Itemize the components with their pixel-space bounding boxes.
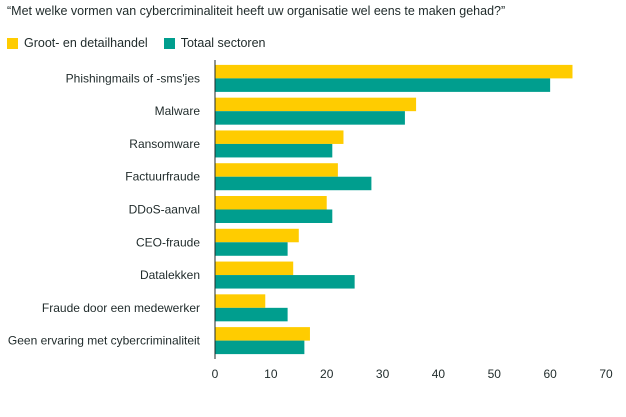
legend: Groot- en detailhandel Totaal sectoren	[7, 36, 265, 50]
category-label: Phishingmails of -sms'jes	[66, 71, 200, 85]
x-tick-label: 20	[320, 367, 334, 381]
chart-title: “Met welke vormen van cybercriminaliteit…	[7, 4, 506, 18]
bar-1-3	[215, 130, 344, 144]
legend-label-series-1: Groot- en detailhandel	[24, 36, 148, 50]
category-label: DDoS-aanval	[129, 203, 200, 217]
legend-swatch-series-2	[163, 37, 175, 49]
bar-1-7	[215, 261, 294, 276]
bar-2-8	[215, 307, 288, 322]
legend-item-series-2: Totaal sectoren	[163, 36, 266, 50]
x-tick-label: 50	[488, 367, 502, 381]
bar-1-8	[215, 294, 266, 308]
bar-2-2	[215, 111, 405, 125]
bar-2-1	[215, 78, 551, 92]
bar-1-5	[215, 196, 327, 210]
bar-1-1	[215, 64, 573, 79]
category-label: CEO-fraude	[136, 235, 200, 249]
bar-2-3	[215, 143, 333, 158]
category-label: Ransomware	[129, 137, 200, 151]
bar-2-5	[215, 209, 333, 223]
x-tick-label: 10	[264, 367, 278, 381]
category-label: Fraude door een medewerker	[42, 301, 200, 315]
x-tick-label: 0	[212, 367, 219, 381]
bar-1-4	[215, 163, 338, 177]
legend-swatch-series-1	[7, 37, 18, 49]
x-tick-label: 40	[432, 367, 446, 381]
bar-2-9	[215, 340, 305, 355]
category-label: Geen ervaring met cybercriminaliteit	[8, 334, 201, 348]
bar-1-6	[215, 228, 299, 243]
category-label: Malware	[155, 104, 201, 118]
category-label: Datalekken	[140, 268, 200, 282]
legend-item-series-1: Groot- en detailhandel	[7, 36, 148, 50]
x-tick-label: 70	[599, 367, 613, 381]
bar-1-2	[215, 97, 417, 112]
bar-2-6	[215, 242, 288, 256]
x-tick-label: 60	[543, 367, 557, 381]
bar-1-9	[215, 327, 310, 341]
category-label: Factuurfraude	[125, 170, 200, 184]
bar-2-7	[215, 275, 355, 289]
bar-2-4	[215, 176, 372, 191]
legend-label-series-2: Totaal sectoren	[180, 36, 266, 50]
x-tick-label: 30	[376, 367, 390, 381]
